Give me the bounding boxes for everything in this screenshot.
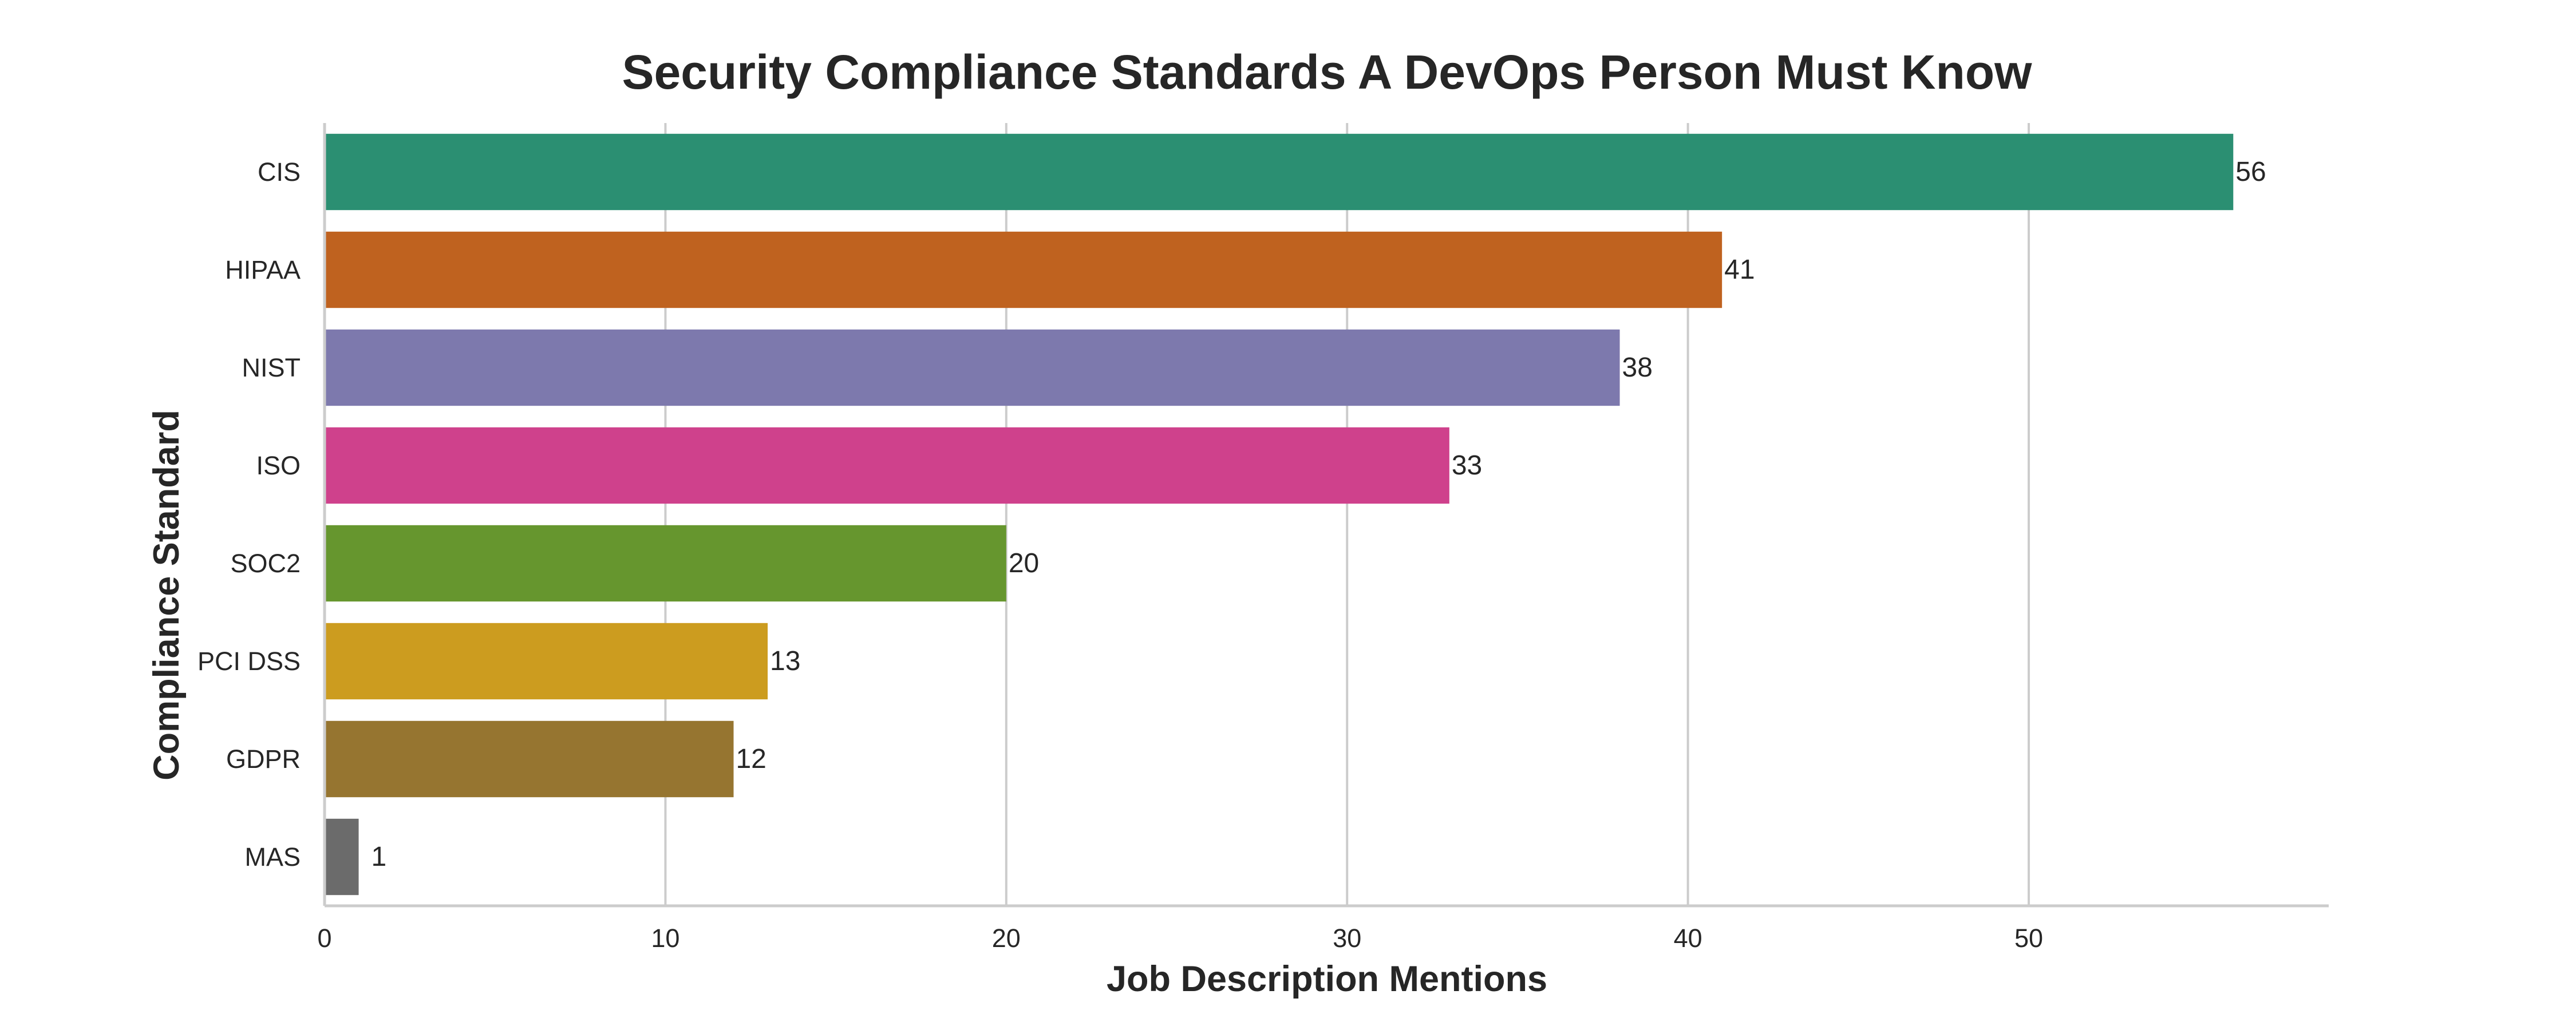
bar (325, 720, 734, 798)
bars (325, 133, 2234, 896)
y-tick-label: GDPR (226, 744, 301, 774)
bar (325, 525, 1006, 602)
value-label: 41 (1724, 255, 1755, 285)
value-label: 33 (1452, 450, 1482, 481)
value-labels: 56 41 38 33 20 13 12 1 (372, 157, 2266, 872)
y-tick-label: HIPAA (225, 255, 301, 284)
y-tick-label: MAS (244, 842, 301, 871)
bar (325, 133, 2234, 211)
y-tick-label: PCI DSS (197, 647, 301, 676)
value-label: 13 (770, 646, 800, 676)
x-tick-label: 30 (1333, 924, 1361, 953)
bar (325, 623, 768, 700)
x-tick-labels: 0 10 20 30 40 50 (317, 924, 2043, 953)
y-tick-labels: CIS HIPAA NIST ISO SOC2 PCI DSS GDPR MAS (197, 157, 301, 871)
bar (325, 427, 1449, 504)
bar (325, 231, 1722, 308)
axes (323, 123, 2329, 908)
value-label: 20 (1009, 548, 1039, 579)
x-axis-title: Job Description Mentions (1107, 959, 1547, 999)
y-tick-label: SOC2 (230, 549, 301, 578)
bar (325, 329, 1620, 406)
value-label: 12 (736, 744, 766, 774)
x-tick-label: 40 (1674, 924, 1702, 953)
x-tick-label: 20 (992, 924, 1021, 953)
y-tick-label: ISO (256, 451, 301, 480)
y-tick-label: NIST (242, 353, 301, 382)
value-label: 56 (2235, 157, 2266, 187)
chart-title: Security Compliance Standards A DevOps P… (622, 45, 2033, 99)
bar (325, 818, 359, 896)
y-axis-title: Compliance Standard (147, 410, 187, 781)
value-label: 38 (1622, 352, 1653, 383)
x-tick-label: 0 (317, 924, 331, 953)
x-tick-label: 10 (651, 924, 679, 953)
y-tick-label: CIS (258, 157, 301, 187)
value-label: 1 (372, 842, 387, 872)
x-tick-label: 50 (2014, 924, 2043, 953)
